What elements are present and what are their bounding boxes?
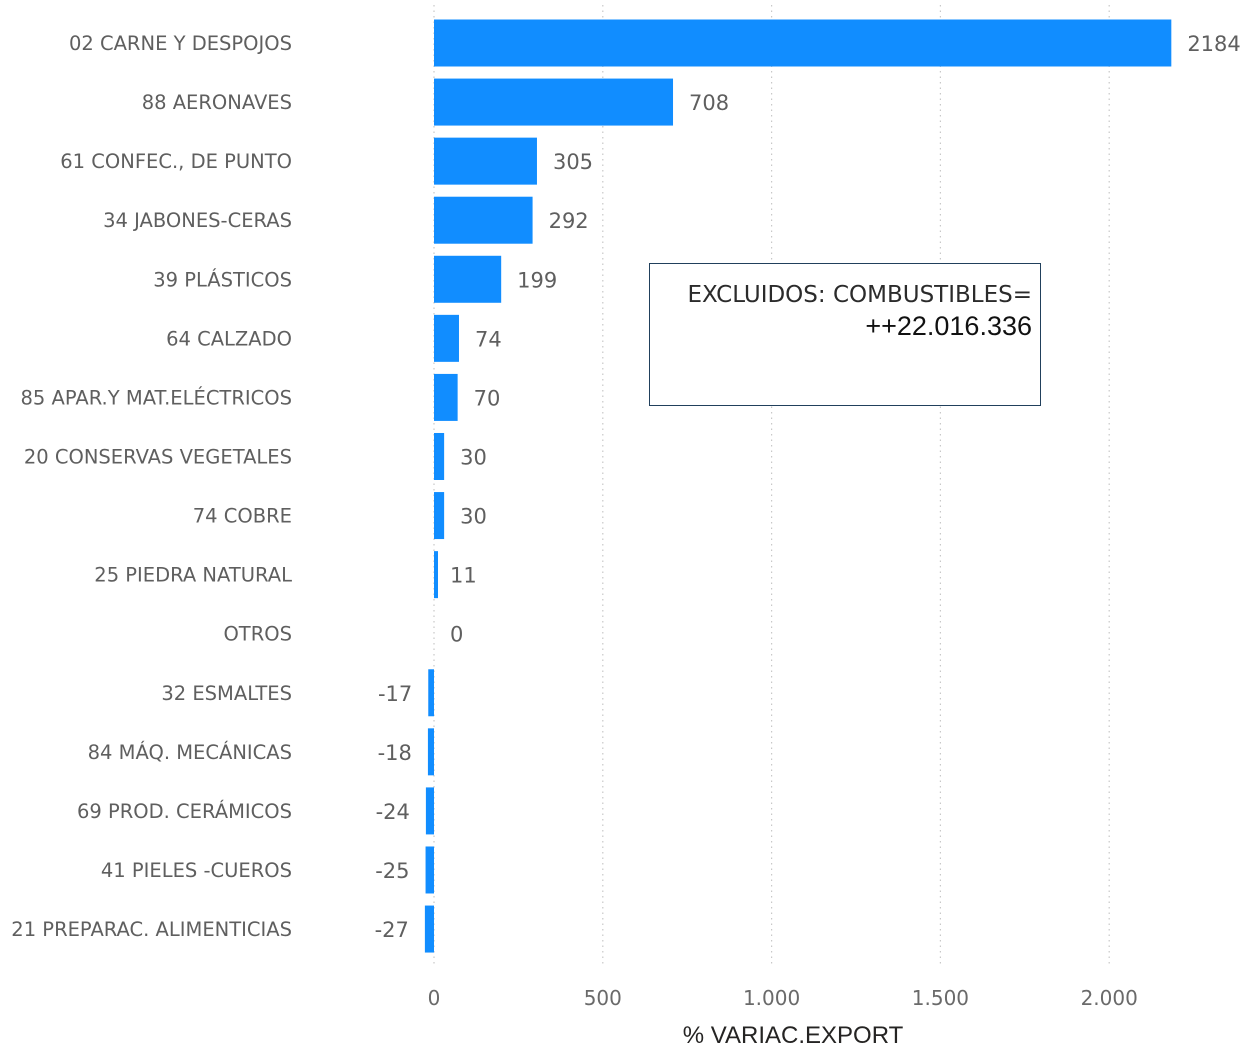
bar — [434, 492, 445, 540]
category-label: 88 AERONAVES — [142, 91, 292, 114]
category-label: 34 JABONES-CERAS — [103, 209, 292, 232]
bar — [425, 846, 434, 894]
category-label: 41 PIELES -CUEROS — [101, 859, 292, 882]
category-label: 02 CARNE Y DESPOJOS — [69, 32, 292, 55]
data-label: -27 — [375, 918, 409, 942]
category-label: 85 APAR.Y MAT.ELÉCTRICOS — [21, 386, 293, 409]
data-label: 70 — [474, 386, 501, 410]
data-label: 199 — [517, 268, 557, 292]
data-label: -24 — [376, 800, 410, 824]
data-label: -18 — [378, 741, 412, 765]
category-label: 61 CONFEC., DE PUNTO — [60, 150, 292, 173]
bar — [434, 78, 674, 126]
bar — [434, 196, 533, 244]
category-label: 20 CONSERVAS VEGETALES — [24, 445, 292, 468]
x-tick-label: 0 — [428, 986, 441, 1010]
data-label: 0 — [450, 623, 463, 647]
x-tick-label: 2.000 — [1081, 986, 1138, 1010]
category-label: OTROS — [223, 623, 292, 646]
data-label: 30 — [460, 445, 487, 469]
category-label: 84 MÁQ. MECÁNICAS — [88, 741, 292, 764]
bar — [425, 787, 434, 835]
data-label: 11 — [450, 564, 477, 588]
bar — [434, 551, 438, 599]
data-label: 708 — [689, 91, 729, 115]
annotation-box: EXCLUIDOS: COMBUSTIBLES= ++22.016.336 — [649, 263, 1041, 406]
category-label: 25 PIEDRA NATURAL — [94, 564, 292, 587]
category-label: 74 COBRE — [193, 505, 292, 528]
category-labels: 02 CARNE Y DESPOJOS 88 AERONAVES 61 CONFEC… — [11, 32, 292, 941]
category-label: 69 PROD. CERÁMICOS — [77, 800, 292, 823]
data-labels: 2184 708 305 292 199 74 70 30 30 11 0 -17 -18 -24 -25 -… — [375, 32, 1241, 942]
data-label: 2184 — [1187, 32, 1240, 56]
data-label: 30 — [460, 505, 487, 529]
bar — [434, 314, 459, 362]
data-label: -25 — [375, 859, 409, 883]
bars — [424, 19, 1172, 953]
data-label: 74 — [475, 327, 502, 351]
annotation-line-2: ++22.016.336 — [865, 311, 1032, 341]
bar — [434, 432, 445, 480]
bar — [434, 373, 458, 421]
category-label: 39 PLÁSTICOS — [153, 268, 292, 291]
bar — [424, 905, 434, 953]
data-label: 305 — [553, 150, 593, 174]
data-label: 292 — [549, 209, 589, 233]
bar — [434, 137, 537, 185]
category-label: 64 CALZADO — [166, 327, 292, 350]
x-tick-label: 500 — [584, 986, 622, 1010]
bar — [434, 255, 502, 303]
category-label: 32 ESMALTES — [161, 682, 292, 705]
x-axis-ticks: 0 500 1.000 1.500 2.000 — [428, 986, 1138, 1010]
bar — [434, 19, 1172, 67]
x-tick-label: 1.000 — [743, 986, 800, 1010]
bar — [428, 669, 434, 717]
category-label: 21 PREPARAC. ALIMENTICIAS — [11, 918, 292, 941]
annotation-line-1: EXCLUIDOS: COMBUSTIBLES= — [687, 282, 1032, 308]
data-label: -17 — [378, 682, 412, 706]
x-tick-label: 1.500 — [912, 986, 969, 1010]
bar — [427, 728, 434, 776]
x-axis-title: % VARIAC.EXPORT — [683, 1022, 904, 1048]
